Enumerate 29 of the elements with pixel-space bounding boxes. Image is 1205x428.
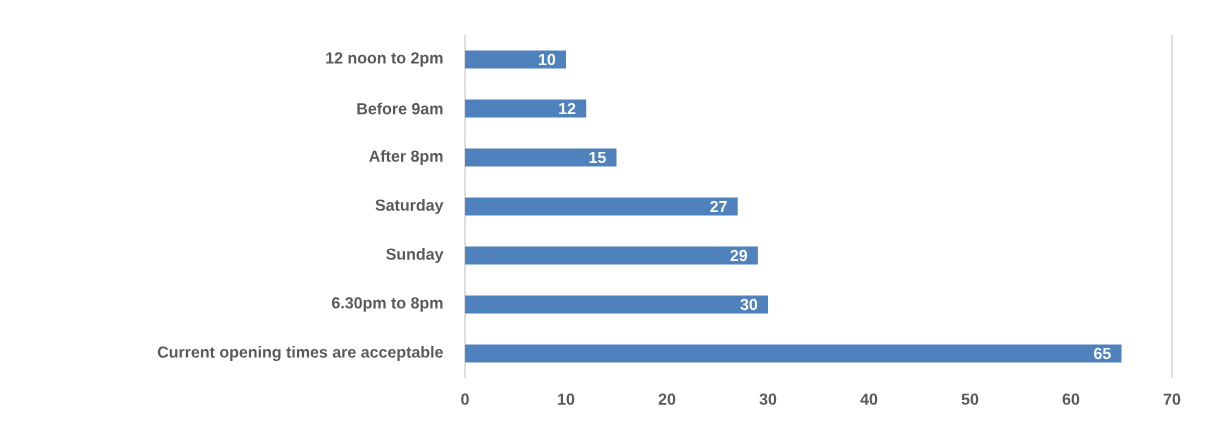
bar: [465, 246, 758, 265]
x-tick-label: 70: [1163, 393, 1181, 405]
y-tick-label: 6.30pm to 8pm: [332, 297, 443, 312]
data-label: 27: [710, 200, 727, 213]
data-label: 15: [589, 151, 606, 164]
bar: [465, 50, 566, 69]
x-tick-label: 50: [961, 393, 979, 405]
data-label: 65: [1094, 347, 1111, 360]
y-tick-label: Current opening times are acceptable: [157, 346, 443, 361]
y-tick-label: Sunday: [386, 248, 444, 263]
x-tick-label: 10: [558, 393, 575, 405]
bar: [465, 99, 587, 118]
y-tick-label: 12 noon to 2pm: [326, 52, 443, 67]
x-tick-label: 0: [461, 393, 469, 405]
x-tick-label: 60: [1062, 393, 1080, 405]
data-label: 10: [539, 53, 556, 66]
y-tick-label: Before 9am: [357, 102, 443, 115]
data-label: 29: [730, 249, 748, 262]
x-tick-label: 30: [759, 393, 777, 405]
bar: [465, 197, 738, 216]
y-tick-label: After 8pm: [369, 150, 443, 165]
bar: [465, 148, 617, 167]
data-label: 30: [740, 298, 758, 311]
y-tick-label: Saturday: [375, 199, 444, 214]
bar: [465, 344, 1122, 363]
data-label: 12: [559, 102, 576, 115]
x-tick-label: 20: [658, 393, 676, 405]
bar: [465, 295, 768, 314]
x-tick-label: 40: [860, 393, 878, 405]
